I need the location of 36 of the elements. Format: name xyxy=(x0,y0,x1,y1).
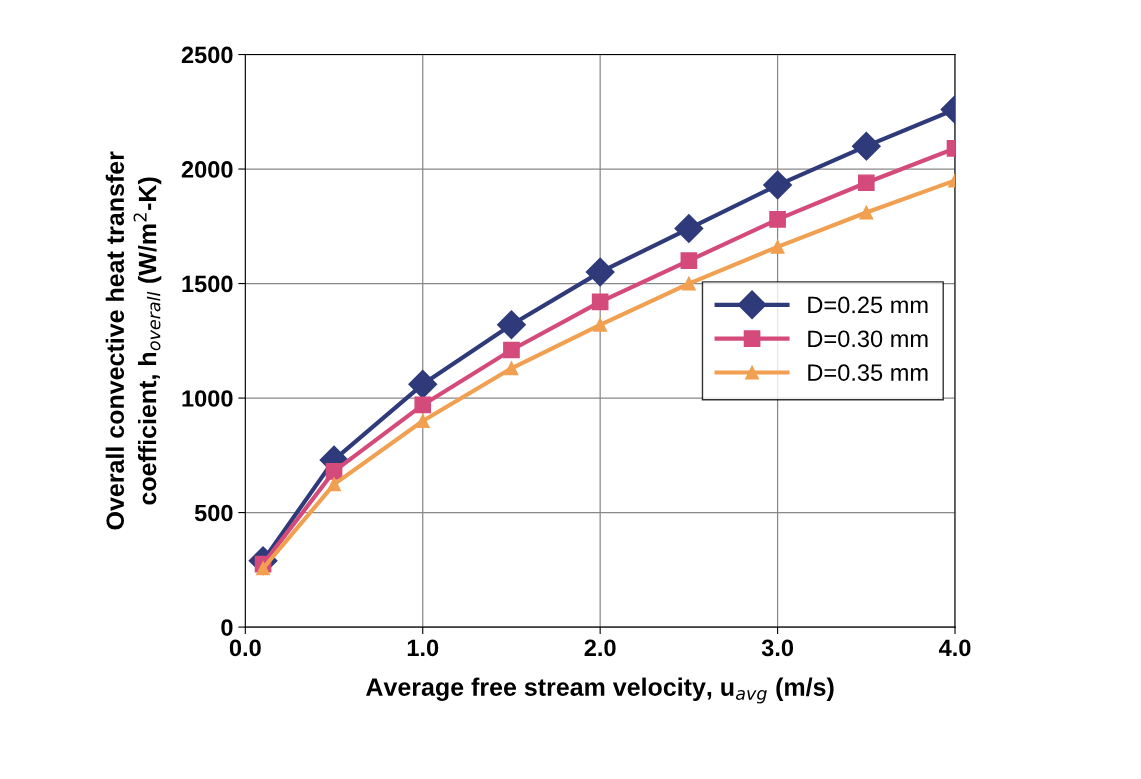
y-tick-label: 2500 xyxy=(181,46,233,64)
point xyxy=(681,276,696,291)
y-tick-label: 0 xyxy=(221,619,233,636)
x-tick-label: 0.0 xyxy=(229,639,261,657)
point xyxy=(497,310,526,340)
y-tick-label: 1000 xyxy=(182,390,233,407)
y-tick-label: 500 xyxy=(194,504,233,522)
point xyxy=(408,369,438,399)
point xyxy=(415,414,430,428)
point xyxy=(325,463,343,480)
point xyxy=(859,205,874,220)
point xyxy=(674,214,704,244)
point xyxy=(763,170,793,200)
point xyxy=(591,293,609,311)
point xyxy=(857,174,875,192)
point xyxy=(680,252,698,269)
y-tick-label: 2000 xyxy=(181,161,233,178)
point xyxy=(851,131,881,161)
point xyxy=(769,211,786,228)
x-tick-label: 2.0 xyxy=(584,639,616,657)
point xyxy=(770,239,785,254)
x-tick-label: 3.0 xyxy=(761,639,794,657)
y-axis-title: Overall convective heat transfer coefficient, h$_{overall}$ (W/m$^{2}$-K) xyxy=(105,151,162,530)
point xyxy=(414,396,432,414)
point xyxy=(503,341,520,359)
legend-label: D=0.35 mm xyxy=(808,364,928,381)
x-tick-label: 1.0 xyxy=(407,639,439,657)
y-tick-label: 1500 xyxy=(182,275,233,293)
point xyxy=(585,257,615,287)
point xyxy=(327,477,341,492)
point xyxy=(504,361,519,376)
x-axis-title: Average free stream velocity, u$_{avg}$ (m/s) xyxy=(366,677,834,704)
point xyxy=(593,317,608,332)
x-tick-label: 4.0 xyxy=(938,639,971,657)
legend-label: D=0.30 mm xyxy=(808,330,928,348)
legend-label: D=0.25 mm xyxy=(808,296,928,314)
